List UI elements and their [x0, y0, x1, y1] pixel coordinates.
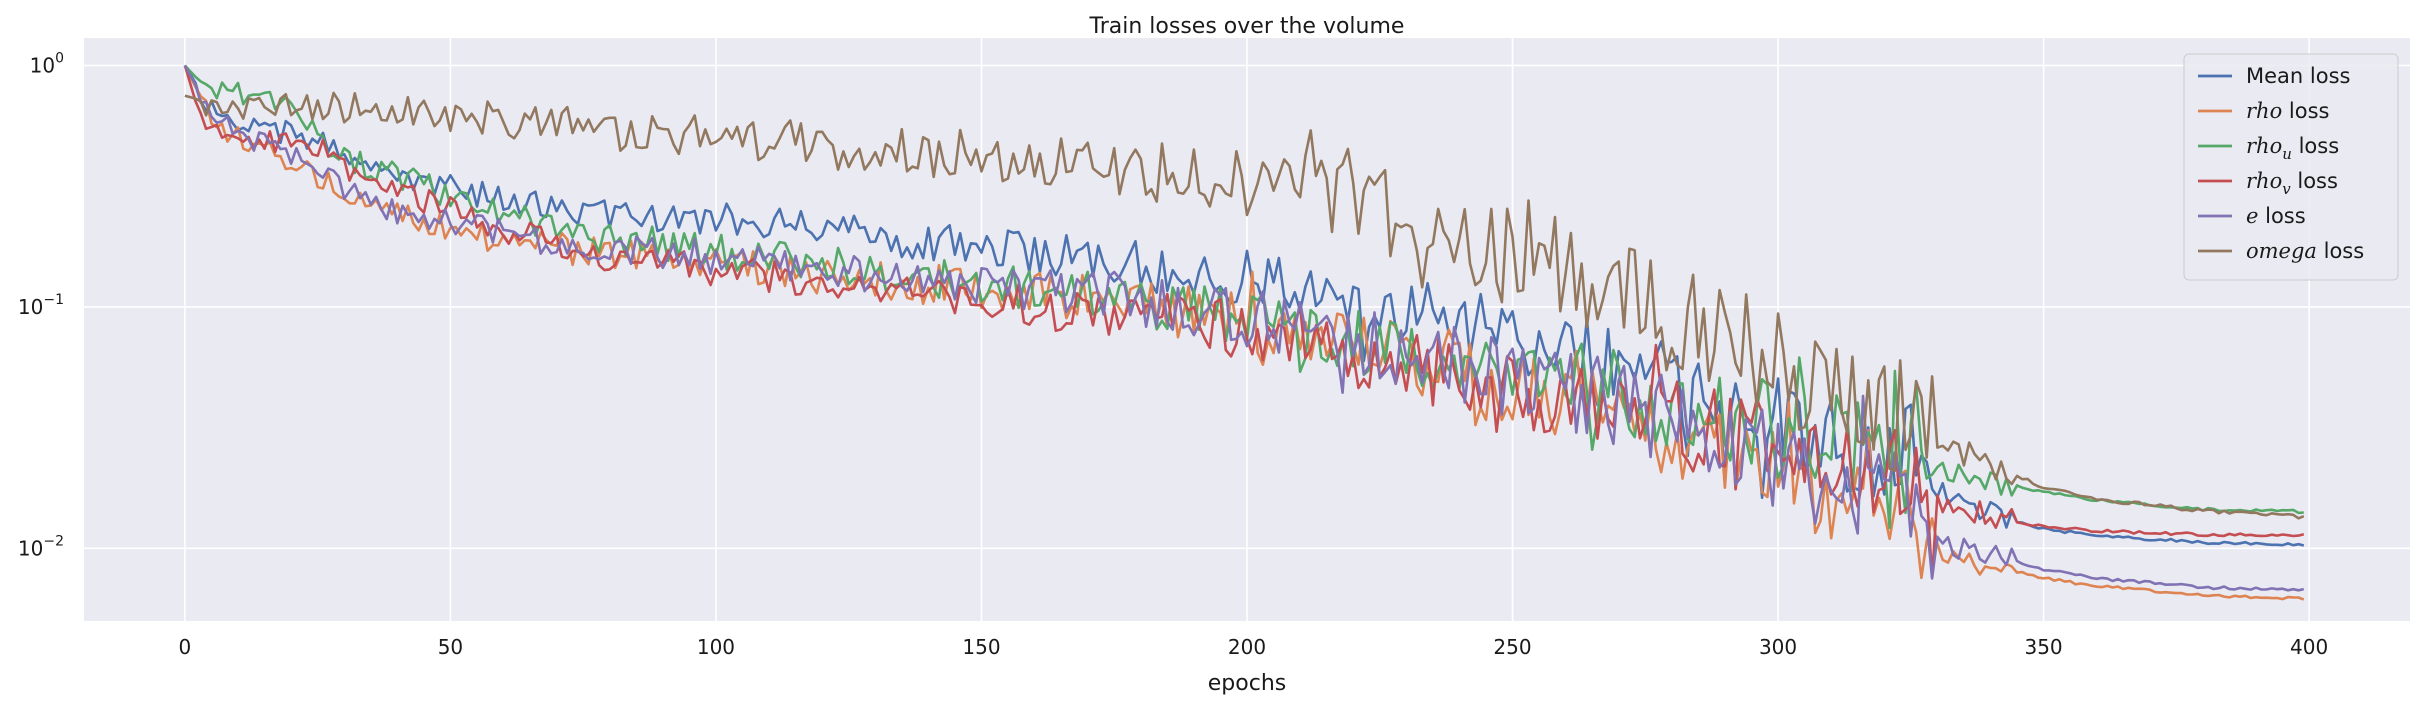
y-tick-label: 10−2 — [18, 533, 64, 560]
legend-label: rho loss — [2246, 99, 2329, 123]
y-tick-label: 10−1 — [18, 292, 64, 319]
x-tick-label: 200 — [1228, 635, 1266, 659]
x-tick-label: 400 — [2290, 635, 2328, 659]
x-tick-label: 350 — [2024, 635, 2062, 659]
series-line-3 — [183, 65, 2305, 579]
legend-label: rhov loss — [2246, 169, 2338, 198]
x-tick-label: 0 — [179, 635, 192, 659]
x-axis-label: epochs — [1208, 671, 1286, 696]
legend: Mean loss rho loss rhou loss rhov loss e los… — [2183, 53, 2399, 281]
legend-label: e loss — [2246, 204, 2306, 228]
legend-label: Mean loss — [2246, 64, 2350, 88]
series-line-4 — [183, 64, 2305, 592]
legend-label: rhou loss — [2246, 134, 2339, 163]
x-tick-label: 150 — [962, 635, 1000, 659]
series-line-0 — [183, 64, 2305, 547]
legend-label: omega loss — [2246, 239, 2364, 263]
x-tick-label: 100 — [697, 635, 735, 659]
series-line-5 — [184, 91, 2305, 520]
series-lines — [183, 64, 2305, 601]
y-axis-ticks: 100 10−1 10−2 — [18, 51, 64, 561]
x-tick-label: 250 — [1493, 635, 1531, 659]
x-axis-ticks: 0 50 100 150 200 250 300 350 400 — [179, 635, 2329, 659]
legend-box — [2183, 53, 2399, 281]
chart-title: Train losses over the volume — [1089, 14, 1405, 39]
x-tick-label: 300 — [1759, 635, 1797, 659]
y-tick-label: 100 — [30, 51, 64, 78]
x-tick-label: 50 — [438, 635, 463, 659]
